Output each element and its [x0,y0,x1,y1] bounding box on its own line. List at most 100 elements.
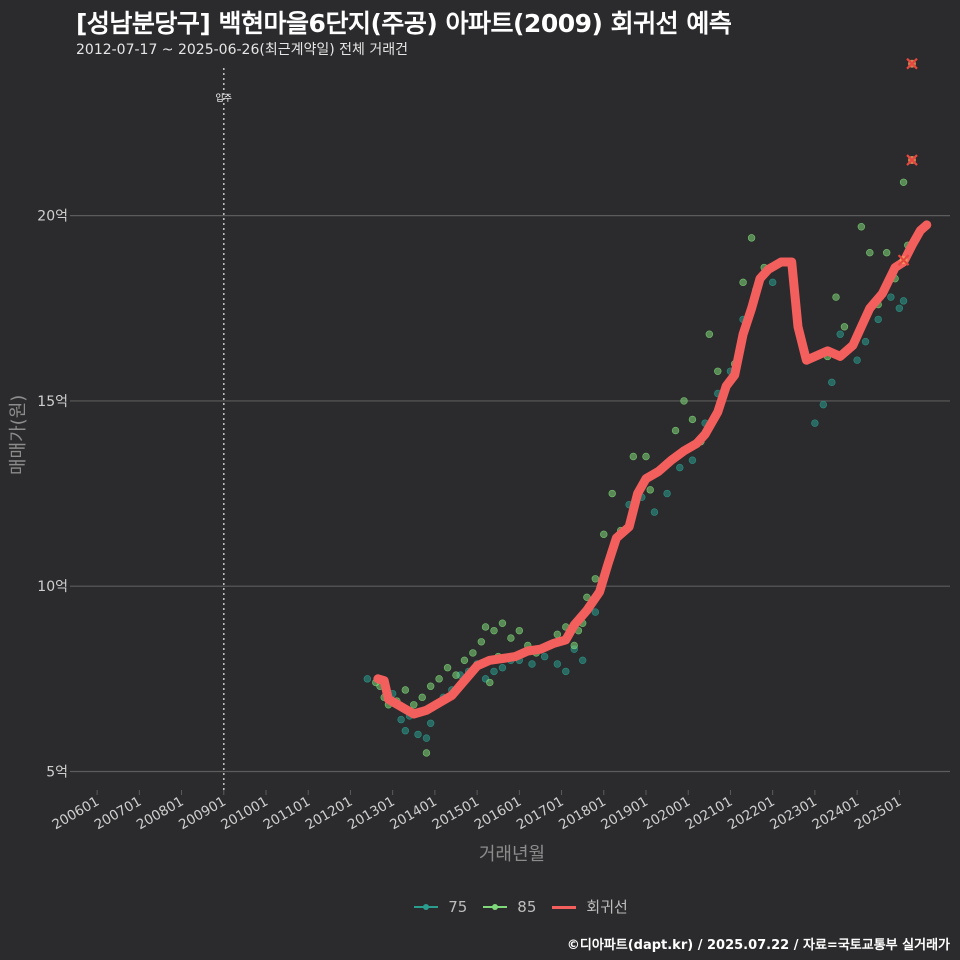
point-85 [583,593,591,602]
legend-item-regression[interactable]: 회귀선 [550,896,628,917]
point-85 [714,367,722,375]
x-tick-label: 200801 [134,794,187,834]
point-85 [747,234,756,242]
x-tick-label: 201501 [429,794,482,834]
move-in-line: 입주 [215,68,232,790]
point-85 [600,530,608,539]
point-85 [832,293,840,301]
point-75 [422,734,431,742]
point-85 [477,638,486,646]
x-tick-label: 201101 [261,794,314,834]
point-85 [426,682,435,690]
legend: 75 85 회귀선 [0,896,960,917]
point-85 [629,452,638,461]
y-tick-label: 15억 [37,394,68,410]
legend-item-75[interactable]: 75 [412,896,467,917]
legend-key-85 [481,900,509,914]
regression-path [373,220,932,719]
y-tick-label: 20억 [37,209,68,225]
x-tick-label: 201901 [598,794,651,834]
point-75 [426,719,435,727]
point-85 [899,178,908,186]
point-75 [688,456,697,464]
point-85 [553,630,562,639]
x-tick-label: 202101 [683,794,736,834]
point-75 [591,608,600,616]
point-75 [528,660,536,668]
point-85 [490,626,498,635]
x-tick-label: 200701 [92,794,145,834]
x-tick-label: 201001 [218,794,271,834]
legend-item-85[interactable]: 85 [481,896,536,917]
point-75 [811,419,819,427]
point-75 [650,508,659,516]
point-75 [874,315,882,324]
point-85 [486,678,494,687]
outlier-cross [897,254,910,266]
point-85 [469,649,477,657]
regression-line [373,220,932,719]
point-85 [443,664,452,672]
point-75 [819,400,828,409]
y-tick-labels: 5억 10억 15억 20억 [37,209,68,781]
point-85 [739,278,747,287]
point-75 [828,378,836,387]
point-85 [498,619,507,627]
point-85 [422,749,431,757]
point-75 [401,727,410,735]
point-85 [646,486,654,494]
point-85 [452,671,460,679]
point-75 [899,297,908,305]
x-tick-label: 200901 [176,794,229,834]
scatter-points [363,178,912,757]
point-85 [401,686,410,694]
outlier-marker [906,57,918,70]
point-75 [853,356,861,364]
chart-subtitle: 2012-07-17 ~ 2025-06-26(최근계약일) 전체 거래건 [76,42,408,58]
point-75 [887,293,895,301]
x-tick-label: 201201 [303,794,356,834]
point-75 [676,463,684,472]
move-in-label: 입주 [215,92,232,104]
outlier-marker [897,254,910,266]
point-75 [540,652,549,661]
point-75 [836,330,844,338]
y-tick-label: 5억 [46,764,68,780]
x-tick-label: 201401 [387,794,440,834]
point-85 [680,397,688,405]
point-85 [671,426,680,435]
point-75 [397,715,405,724]
y-tick-label: 10억 [37,579,68,595]
point-85 [570,641,578,650]
point-85 [591,575,600,583]
legend-key-75 [412,900,440,914]
x-tick-label: 202301 [767,794,820,834]
legend-label-75: 75 [448,897,468,916]
source-credit: ©디아파트(dapt.kr) / 2025.07.22 / 자료=국토교통부 실… [566,938,950,953]
point-85 [642,452,650,461]
point-75 [861,337,870,346]
point-75 [562,667,570,676]
outlier-marker [906,154,918,166]
x-tick-label: 202501 [852,794,905,834]
point-85 [882,248,891,257]
x-tick-label: 202201 [725,794,778,834]
point-85 [481,623,490,631]
chart-title: [성남분당구] 백현마을6단지(주공) 아파트(2009) 회귀선 예측 [76,9,732,38]
x-tick-label: 201701 [514,794,567,834]
outlier-cross [906,154,918,166]
x-tick-label: 202001 [641,794,694,834]
point-85 [435,675,443,683]
x-tick-label: 201301 [345,794,398,834]
point-85 [688,415,697,424]
grid-lines [70,215,950,773]
point-75 [663,489,671,498]
point-85 [515,626,524,635]
point-85 [840,323,849,331]
point-75 [553,660,562,668]
x-axis-label: 거래년월 [478,844,546,865]
point-85 [418,693,426,702]
x-tick-label: 200601 [49,794,102,834]
point-75 [363,675,372,683]
